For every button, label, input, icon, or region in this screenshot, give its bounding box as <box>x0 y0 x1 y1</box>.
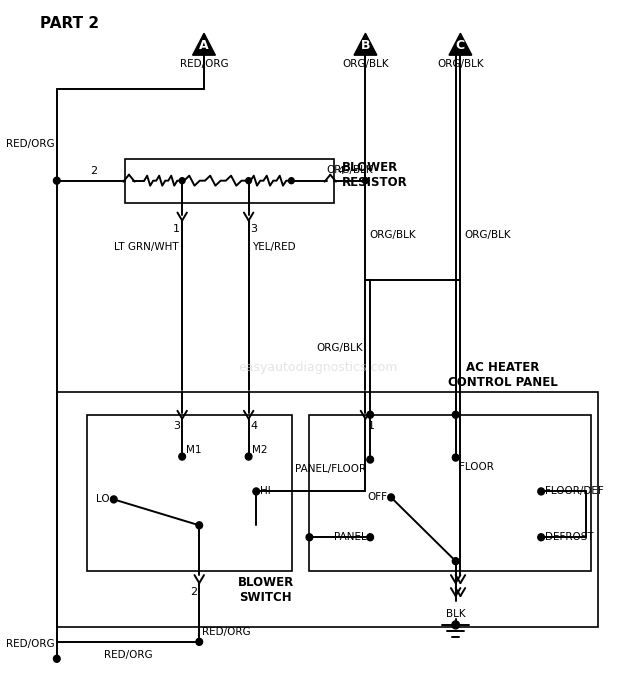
Circle shape <box>179 453 185 460</box>
Text: 1: 1 <box>367 421 375 430</box>
Text: 4: 4 <box>250 421 258 430</box>
Circle shape <box>179 178 185 183</box>
Text: ORG/BLK: ORG/BLK <box>369 230 416 241</box>
Text: 1: 1 <box>173 225 180 235</box>
Circle shape <box>538 488 544 495</box>
Circle shape <box>452 454 459 461</box>
Text: DEFROST: DEFROST <box>545 532 593 542</box>
Circle shape <box>246 178 252 183</box>
Bar <box>87 414 292 571</box>
Text: RED/ORG: RED/ORG <box>104 650 153 660</box>
Circle shape <box>54 655 60 662</box>
Text: PART 2: PART 2 <box>40 16 99 32</box>
Text: HI: HI <box>260 486 271 496</box>
Text: RED/ORG: RED/ORG <box>6 639 55 649</box>
Polygon shape <box>449 34 472 55</box>
Text: M2: M2 <box>252 444 268 454</box>
Circle shape <box>54 177 60 184</box>
Circle shape <box>452 412 459 418</box>
Text: easyautodiagnostics.com: easyautodiagnostics.com <box>239 361 397 374</box>
Circle shape <box>111 496 117 503</box>
Text: BLOWER
SWITCH: BLOWER SWITCH <box>237 576 294 604</box>
Text: ORG/BLK: ORG/BLK <box>464 230 511 241</box>
Circle shape <box>196 522 203 528</box>
Circle shape <box>538 534 544 540</box>
Bar <box>125 159 334 202</box>
Polygon shape <box>193 34 216 55</box>
Text: PANEL: PANEL <box>334 532 366 542</box>
Text: RED/ORG: RED/ORG <box>202 627 251 637</box>
Circle shape <box>196 638 203 645</box>
Circle shape <box>363 178 368 183</box>
Text: B: B <box>361 39 370 52</box>
Text: OFF: OFF <box>367 492 387 503</box>
Text: 2: 2 <box>90 166 98 176</box>
Circle shape <box>452 621 459 629</box>
Circle shape <box>387 494 394 501</box>
Text: ORG/BLK: ORG/BLK <box>437 60 484 69</box>
Circle shape <box>452 558 459 565</box>
Text: BLOWER
RESISTOR: BLOWER RESISTOR <box>342 161 407 189</box>
Text: PANEL/FLOOR: PANEL/FLOOR <box>295 463 366 473</box>
Text: C: C <box>456 39 465 52</box>
Text: M1: M1 <box>186 444 201 454</box>
Text: 3: 3 <box>250 225 258 235</box>
Text: FLOOR: FLOOR <box>459 461 494 472</box>
Text: LT GRN/WHT: LT GRN/WHT <box>114 242 179 253</box>
Text: FLOOR/DEF: FLOOR/DEF <box>545 486 604 496</box>
Circle shape <box>367 412 373 418</box>
Polygon shape <box>354 34 377 55</box>
Circle shape <box>367 456 373 463</box>
Text: YEL/RED: YEL/RED <box>252 242 296 253</box>
Text: ORG/BLK: ORG/BLK <box>316 343 363 353</box>
Text: 2: 2 <box>190 587 197 597</box>
Circle shape <box>245 453 252 460</box>
Circle shape <box>306 534 313 540</box>
Text: 4: 4 <box>338 166 345 176</box>
Text: LO: LO <box>96 494 110 505</box>
Text: RED/ORG: RED/ORG <box>6 139 55 149</box>
Text: 3: 3 <box>173 421 180 430</box>
Text: BLK: BLK <box>446 609 465 619</box>
Text: AC HEATER
CONTROL PANEL: AC HEATER CONTROL PANEL <box>448 360 558 388</box>
Circle shape <box>367 534 373 540</box>
Bar <box>57 392 598 627</box>
Text: RED/ORG: RED/ORG <box>180 60 228 69</box>
Circle shape <box>253 488 260 495</box>
Bar <box>310 414 591 571</box>
Text: A: A <box>199 39 209 52</box>
Text: ORG/BLK: ORG/BLK <box>326 164 373 175</box>
Circle shape <box>289 178 294 183</box>
Text: ORG/BLK: ORG/BLK <box>342 60 389 69</box>
